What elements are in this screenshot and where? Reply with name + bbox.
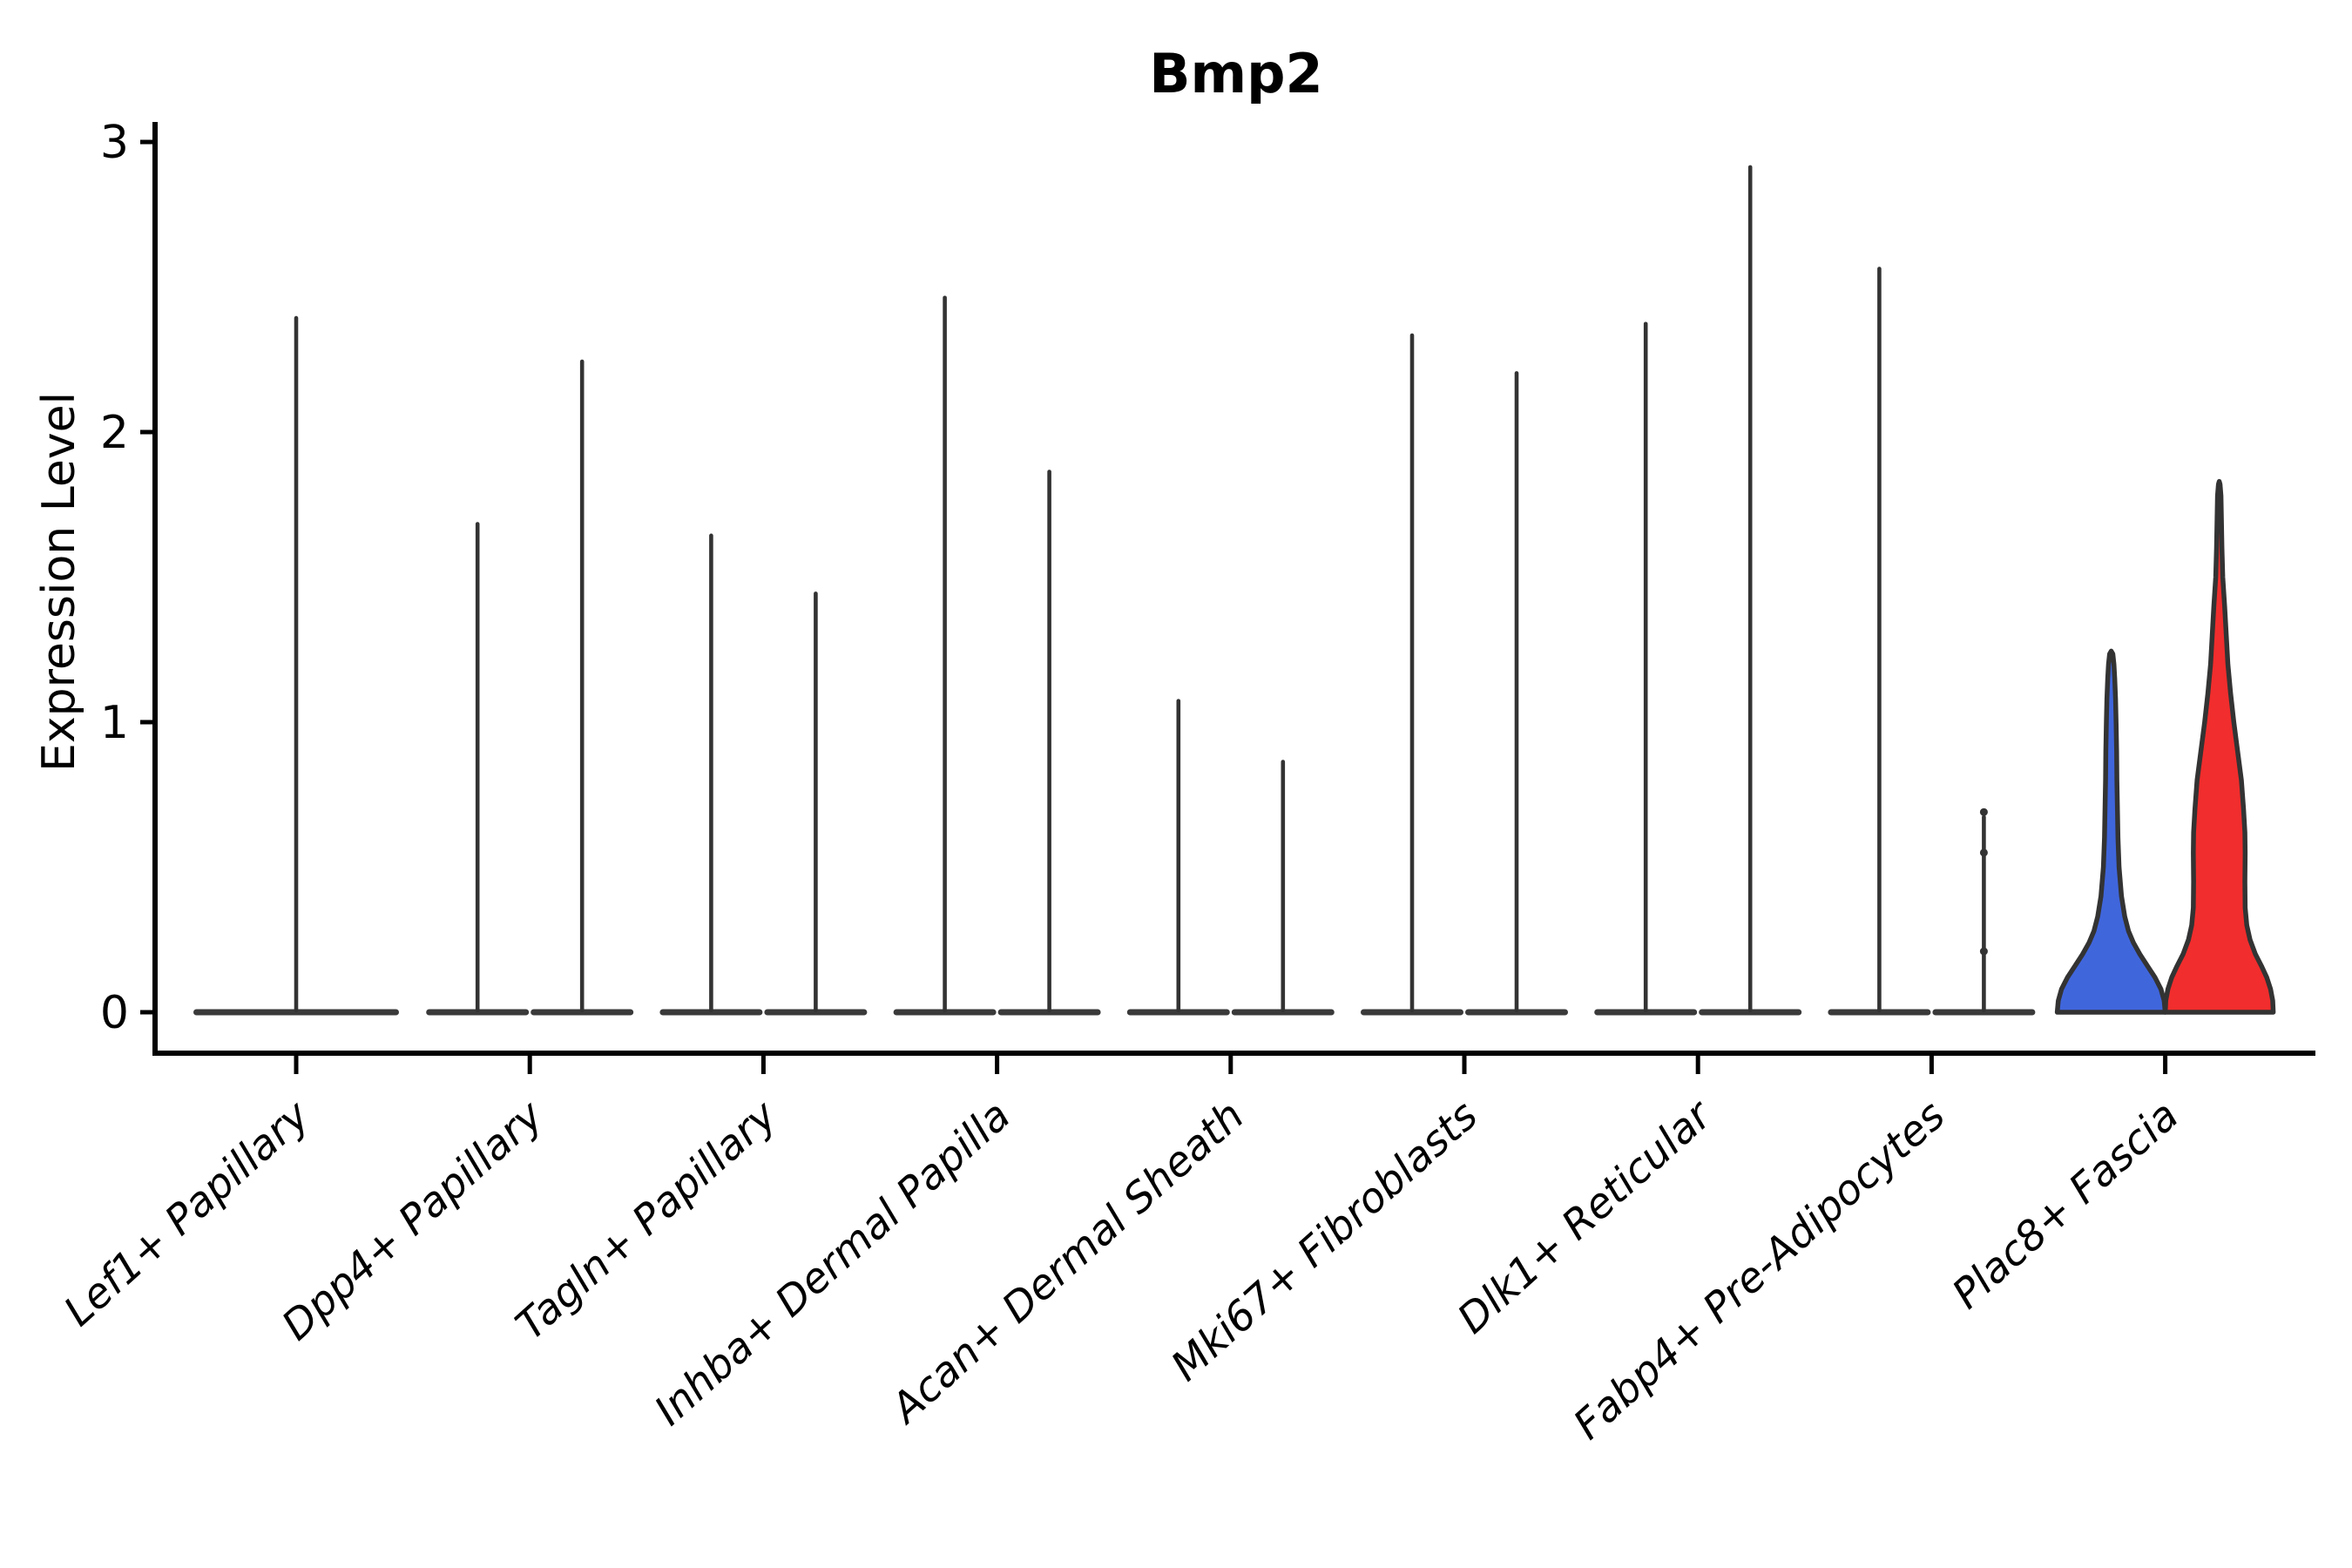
x-tick-label: Fabp4+ Pre-Adipocytes xyxy=(1565,1092,1954,1449)
violin-spike xyxy=(1747,165,1753,1012)
violin-spike xyxy=(1176,699,1181,1012)
x-tick-label: Dlk1+ Reticular xyxy=(1449,1090,1722,1343)
violin-spike xyxy=(1281,760,1286,1012)
violin-spike xyxy=(1409,333,1415,1012)
violin-spike xyxy=(1047,470,1051,1012)
expression-point xyxy=(1979,947,1988,956)
violin-spike xyxy=(1982,814,1986,1012)
violin-spike xyxy=(579,359,585,1012)
violin-spike xyxy=(709,533,713,1012)
y-tick-label: 3 xyxy=(100,117,129,169)
violin-spike xyxy=(814,591,818,1012)
violin-spike xyxy=(475,522,480,1012)
violin-spike xyxy=(1643,321,1648,1013)
y-tick-label: 0 xyxy=(100,987,129,1039)
y-axis-title: Expression Level xyxy=(33,391,85,773)
expression-point xyxy=(1979,808,1988,816)
violin-spike xyxy=(1877,267,1882,1012)
expression-point xyxy=(1979,848,1988,857)
y-tick-label: 2 xyxy=(100,407,129,459)
x-tick-label: Lef1+ Papillary xyxy=(55,1091,320,1335)
chart-title: Bmp2 xyxy=(1149,42,1323,105)
x-tick-label: Plac8+ Fascia xyxy=(1943,1092,2188,1319)
violin-filled xyxy=(2162,478,2276,1015)
violin-filled xyxy=(2054,648,2168,1015)
y-tick-label: 1 xyxy=(100,697,129,749)
violin-spike xyxy=(943,295,947,1012)
violin-spike xyxy=(1514,371,1519,1012)
violin-spike xyxy=(294,315,299,1012)
